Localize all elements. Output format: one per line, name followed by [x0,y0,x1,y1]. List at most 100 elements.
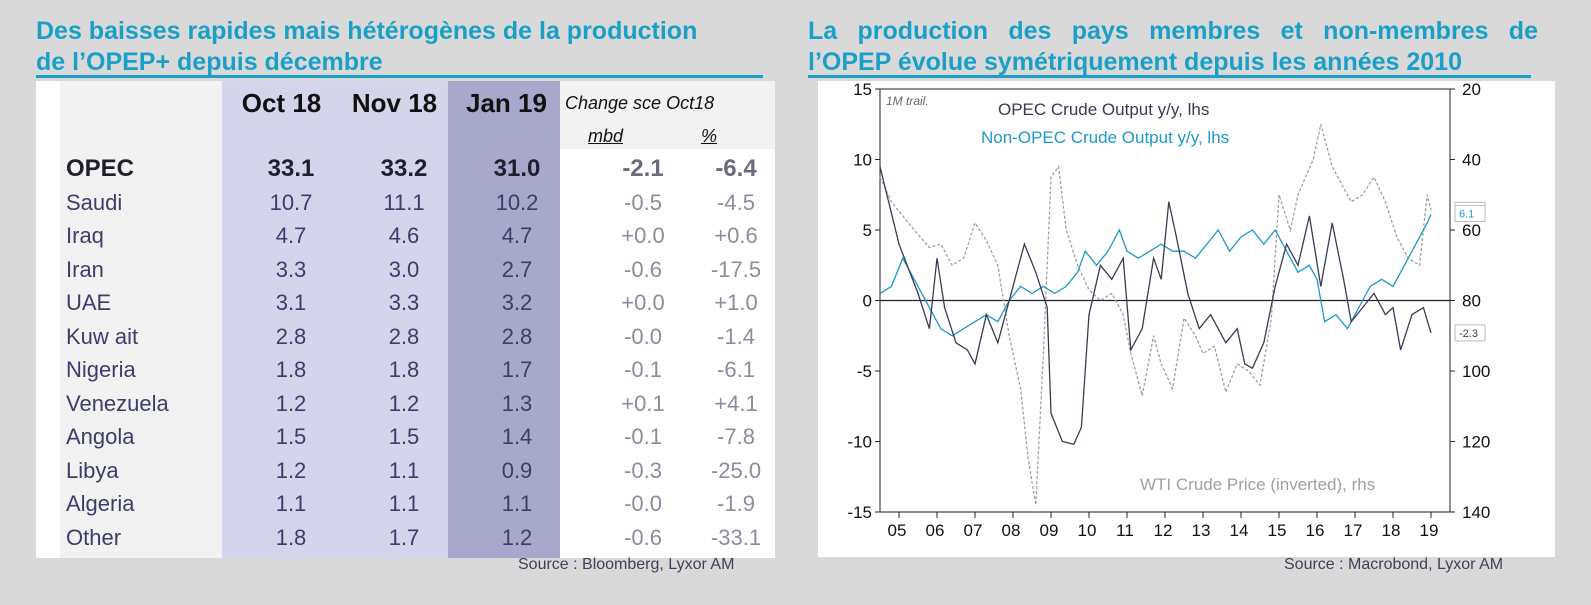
y-left-tick-label: -5 [857,362,872,381]
left-source: Source : Bloomberg, Lyxor AM [518,556,735,573]
cell-change-mbd: +0.0 [621,223,665,248]
table-row: Iraq 4.7 4.6 4.7 +0.0 +0.6 [36,219,775,253]
cell-change-pct: +0.6 [714,223,758,248]
cell-oct18: 1.8 [275,524,307,550]
legend-nonopec: Non-OPEC Crude Output y/y, lhs [981,128,1229,147]
row-label: Saudi [66,189,123,215]
row-label: Kuw ait [66,323,139,349]
row-label: Algeria [66,491,135,516]
series-line [879,124,1432,506]
cell-jan19: 1.3 [501,390,533,416]
x-tick-label: 13 [1192,521,1211,540]
change-column-bg [560,81,775,149]
table-row: Saudi 10.7 11.1 10.2 -0.5 -4.5 [36,186,775,220]
y-right-tick-label: 20 [1462,81,1481,99]
table-row: Nigeria 1.8 1.8 1.7 -0.1 -6.1 [36,353,775,387]
legend-wti: WTI Crude Price (inverted), rhs [1140,475,1375,494]
x-tick-label: 12 [1154,521,1173,540]
row-label: Libya [66,457,119,483]
chart-annotation: 1M trail. [886,94,929,108]
table-row: Angola 1.5 1.5 1.4 -0.1 -7.8 [36,420,775,454]
cell-change-pct: +4.1 [714,390,758,416]
cell-jan19: 31.0 [493,155,541,182]
x-tick-label: 11 [1116,521,1134,540]
x-tick-label: 15 [1268,521,1287,540]
cell-oct18: 1.2 [275,390,307,416]
cell-change-mbd: -0.1 [624,357,662,382]
y-right-tick-label: 80 [1462,292,1481,311]
cell-nov18: 2.8 [388,323,420,349]
cell-change-mbd: +0.0 [621,290,665,315]
y-left-tick-label: 0 [863,292,872,311]
cell-oct18: 1.8 [275,357,307,382]
cell-oct18: 1.1 [275,491,307,516]
y-left-tick-label: 15 [853,81,872,99]
y-left-tick-label: 10 [853,151,872,170]
row-label: Angola [66,424,135,449]
x-tick-label: 05 [888,521,907,540]
right-source: Source : Macrobond, Lyxor AM [1284,556,1504,573]
right-title-line2: l’OPEP évolue symétriquement depuis les … [808,48,1462,76]
header-pct: % [701,126,718,146]
table-row: OPEC 33.1 33.2 31.0 -2.1 -6.4 [36,152,775,186]
cell-change-mbd: -0.3 [624,457,662,483]
cell-change-pct: -1.4 [717,323,755,349]
cell-change-mbd: -0.1 [624,424,662,449]
table-row: Libya 1.2 1.1 0.9 -0.3 -25.0 [36,454,775,488]
cell-change-pct: +1.0 [714,290,758,315]
end-label-nonopec: 6.1 [1459,208,1474,220]
opec-production-table: Oct 18 Nov 18 Jan 19 Change sce Oct18 mb… [36,81,775,558]
cell-jan19: 2.7 [501,256,533,282]
cell-change-mbd: -2.1 [622,155,664,182]
cell-nov18: 1.7 [388,524,420,550]
table-row: Algeria 1.1 1.1 1.1 -0.0 -1.9 [36,487,775,521]
series-line [879,214,1432,337]
series-line [879,166,1432,446]
cell-oct18: 4.7 [275,223,307,248]
cell-jan19: 1.7 [501,357,533,382]
row-label: Venezuela [66,390,169,416]
row-label: OPEC [66,155,135,182]
left-title-rule [36,75,763,78]
right-title-rule [808,75,1531,78]
label-column-bg [60,81,222,558]
x-tick-label: 14 [1230,521,1249,540]
legend-opec: OPEC Crude Output y/y, lhs [998,100,1209,119]
cell-change-mbd: +0.1 [621,390,665,416]
row-label: Iran [66,256,104,282]
x-tick-label: 17 [1344,521,1363,540]
cell-nov18: 11.1 [383,189,425,215]
header-nov18: Nov 18 [351,88,438,118]
jan19-column-bg [448,81,560,558]
y-left-tick-label: -15 [847,503,872,522]
cell-jan19: 4.7 [501,223,533,248]
left-title-line1: Des baisses rapides mais hétérogènes de … [36,17,698,45]
cell-nov18: 3.3 [388,290,420,315]
cell-nov18: 1.1 [388,457,420,483]
x-tick-label: 19 [1420,521,1439,540]
right-title: La production des pays membres et non-me… [808,16,1538,78]
cell-change-mbd: -0.6 [624,256,662,282]
row-label: UAE [66,290,112,315]
cell-jan19: 1.1 [501,491,533,516]
x-tick-label: 06 [926,521,945,540]
cell-change-pct: -4.5 [717,189,755,215]
end-label-opec: -2.3 [1459,328,1478,340]
cell-change-pct: -33.1 [710,524,762,550]
header-change: Change sce Oct18 [565,93,715,113]
y-left-tick-label: 5 [863,221,872,240]
chart-svg: 15 10 5 0 -5 -10 -15 20 40 60 80 100 120 140 05 06 07 08 0… [847,80,1490,540]
right-title-line1: La production des pays membres et non-me… [808,17,1538,45]
cell-nov18: 1.2 [388,390,420,416]
cell-change-mbd: -0.0 [624,491,662,516]
x-tick-label: 07 [964,521,983,540]
cell-change-pct: -1.9 [717,491,755,516]
x-tick-label: 16 [1306,521,1325,540]
cell-change-pct: -6.1 [717,357,755,382]
cell-nov18: 1.1 [388,491,420,516]
cell-nov18: 3.0 [388,256,420,282]
left-title-line2: de l’OPEP+ depuis décembre [36,48,383,76]
header-jan19: Jan 19 [466,88,547,118]
cell-oct18: 2.8 [275,323,307,349]
row-label: Other [66,524,122,550]
